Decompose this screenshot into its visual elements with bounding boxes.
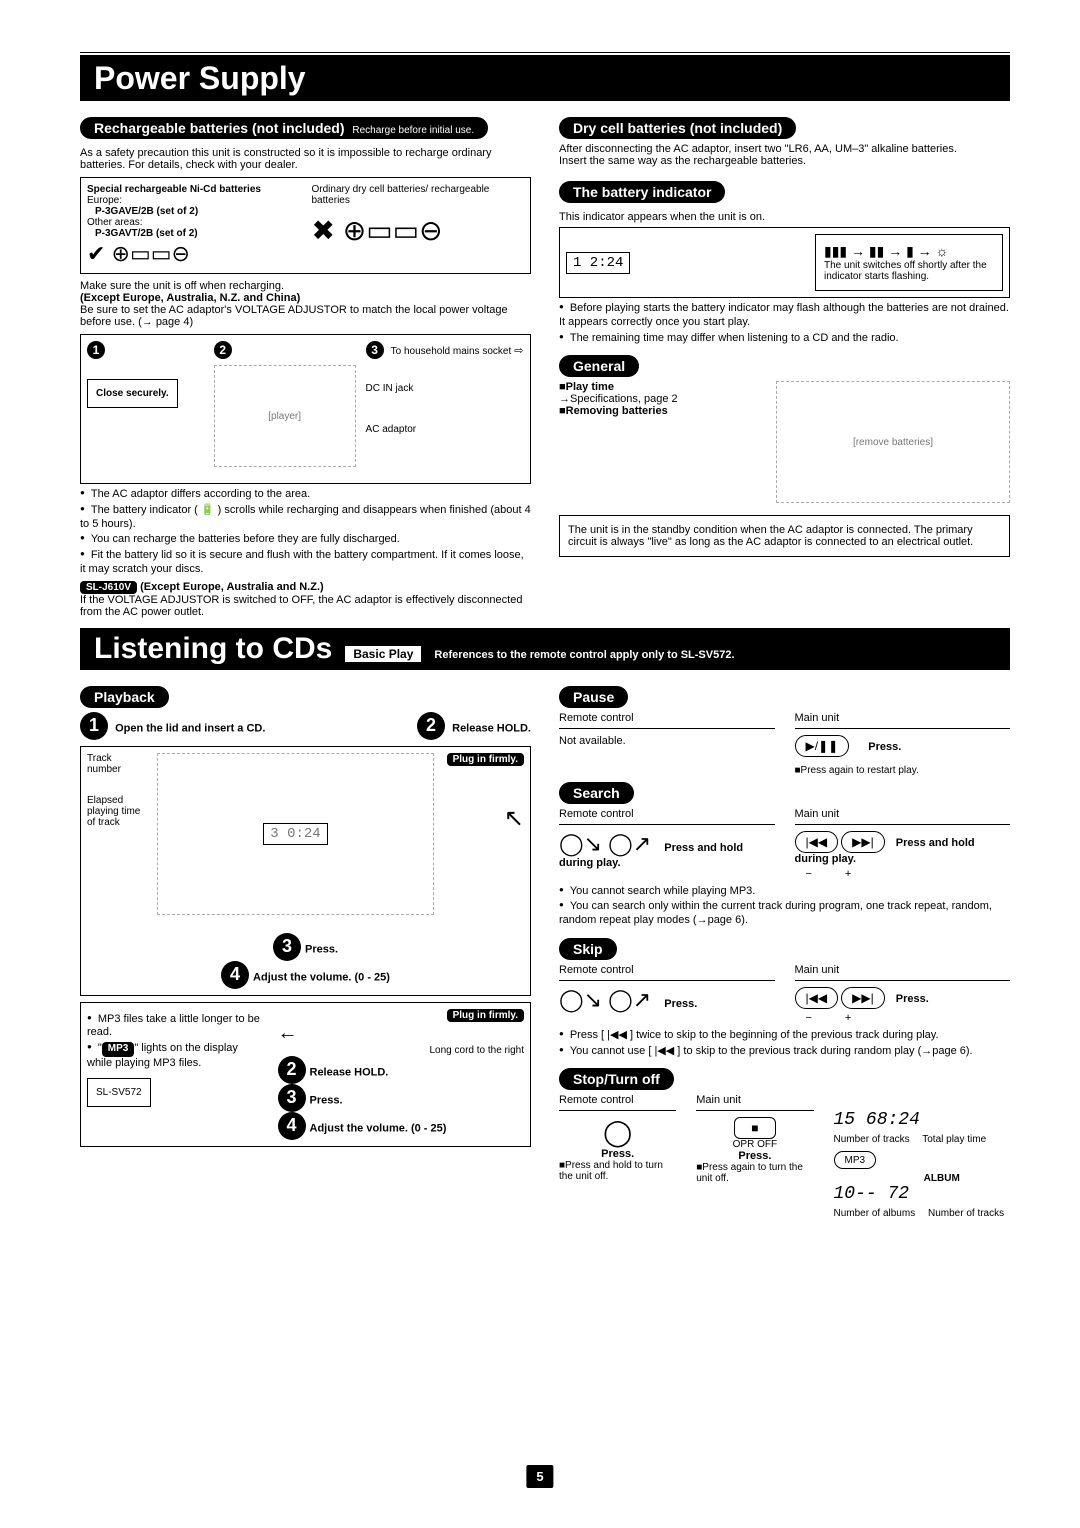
stop-button[interactable]: ■ (734, 1117, 776, 1139)
col-operations: Pause Remote control Not available. Main… (559, 680, 1010, 1220)
voltage-note: Be sure to set the AC adaptor's VOLTAGE … (80, 304, 531, 328)
player-figure: Track number Elapsed playing time of tra… (80, 746, 531, 996)
col-dry-cell: Dry cell batteries (not included) After … (559, 111, 1010, 618)
mp3-chip: MP3 (834, 1151, 877, 1169)
pill-pause: Pause (559, 686, 628, 708)
remove-batt-figure: [remove batteries] (776, 381, 1010, 503)
section2-sub: References to the remote control apply o… (434, 649, 734, 661)
pb-step-4-icon: 4 (221, 961, 249, 989)
step-1-icon: 1 (87, 341, 105, 359)
ff-button[interactable]: ▶▶| (841, 831, 885, 853)
section-title: Power Supply (94, 60, 306, 97)
charging-notes: The AC adaptor differs according to the … (80, 488, 531, 577)
pill-drycell: Dry cell batteries (not included) (559, 117, 796, 139)
section2-title: Listening to CDs (94, 632, 332, 666)
charging-figure: 1 Close securely. 2 [player] 3 To househ… (80, 334, 531, 484)
pill-battery-indicator: The battery indicator (559, 181, 725, 203)
pb-step-1-icon: 1 (80, 712, 108, 740)
lcd-example: 1 2:24 (566, 252, 630, 274)
page-number: 5 (526, 1465, 553, 1488)
pill-rechargeable: Rechargeable batteries (not included) Re… (80, 117, 488, 139)
pill-playback: Playback (80, 686, 169, 708)
voltage-off-note: If the VOLTAGE ADJUSTOR is switched to O… (80, 594, 531, 618)
basic-play-badge: Basic Play (344, 645, 422, 663)
skip-fwd-button[interactable]: ▶▶| (841, 987, 885, 1009)
remote-model-tag: SL-SV572 (87, 1078, 151, 1107)
pill-stop: Stop/Turn off (559, 1068, 674, 1090)
display-albums: 10-- 72 (834, 1184, 1050, 1204)
play-pause-button[interactable]: ▶/❚❚ (795, 735, 850, 757)
top-rule (80, 50, 1010, 56)
remote-figure: MP3 files take a little longer to be rea… (80, 1002, 531, 1147)
pb-step-2-icon: 2 (417, 712, 445, 740)
standby-note: The unit is in the standby condition whe… (559, 515, 1010, 557)
step-3-icon: 3 (366, 341, 384, 359)
section-listening: Listening to CDs Basic Play References t… (80, 628, 1010, 670)
skip-back-button[interactable]: |◀◀ (795, 987, 839, 1009)
indicator-figure: 1 2:24 ▮▮▮ → ▮▮ → ▮ → ☼ The unit switche… (559, 227, 1010, 298)
pb-step-3-icon: 3 (273, 933, 301, 961)
para-safety: As a safety precaution this unit is cons… (80, 147, 531, 171)
battery-types-figure: Special rechargeable Ni-Cd batteries Eur… (80, 177, 531, 274)
step-2-icon: 2 (214, 341, 232, 359)
section-power-supply: Power Supply (80, 56, 1010, 101)
display-tracks: 15 68:24 (834, 1110, 1050, 1130)
model-chip: SL-J610V (80, 581, 137, 594)
rew-button[interactable]: |◀◀ (795, 831, 839, 853)
pill-general: General (559, 355, 639, 377)
makesure-text: Make sure the unit is off when rechargin… (80, 280, 531, 292)
indicator-notes: Before playing starts the battery indica… (559, 302, 1010, 345)
col-rechargeable: Rechargeable batteries (not included) Re… (80, 111, 531, 618)
except-1: (Except Europe, Australia, N.Z. and Chin… (80, 292, 531, 304)
pill-skip: Skip (559, 938, 617, 960)
col-playback: Playback 1 Open the lid and insert a CD.… (80, 680, 531, 1220)
pill-search: Search (559, 782, 634, 804)
